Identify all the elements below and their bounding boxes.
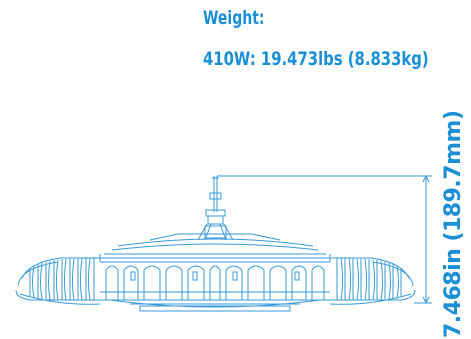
center-body [100,261,330,301]
height-dimension-label: 7.468in (189.7mm) [441,110,466,339]
housing-top [99,233,331,262]
bottom-lens [109,299,321,312]
fins-right [329,257,416,305]
height-dimension-lines [217,174,432,305]
weight-value: 410W: 19.473lbs (8.833kg) [203,48,429,70]
fins-left [15,257,101,305]
height-dimension: 7.468in (189.7mm) [437,110,471,339]
weight-heading: Weight: [203,7,265,29]
hanger-hook [197,176,234,241]
